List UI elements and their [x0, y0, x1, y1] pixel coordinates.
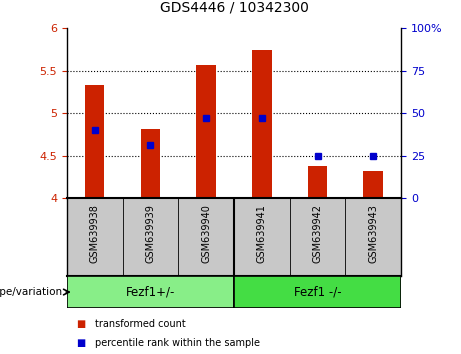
- Text: Fezf1 -/-: Fezf1 -/-: [294, 286, 341, 298]
- Text: ■: ■: [76, 338, 85, 348]
- Bar: [85, 85, 105, 198]
- Text: Fezf1+/-: Fezf1+/-: [126, 286, 175, 298]
- Text: GSM639938: GSM639938: [90, 205, 100, 263]
- Text: GSM639939: GSM639939: [145, 205, 155, 263]
- Bar: [67, 276, 234, 308]
- Bar: [141, 129, 160, 198]
- Bar: [234, 276, 401, 308]
- Bar: [252, 50, 272, 198]
- Text: transformed count: transformed count: [95, 319, 185, 329]
- Bar: [363, 171, 383, 198]
- Text: GSM639940: GSM639940: [201, 205, 211, 263]
- Text: GDS4446 / 10342300: GDS4446 / 10342300: [160, 0, 308, 14]
- Text: GSM639942: GSM639942: [313, 205, 323, 263]
- Bar: [196, 65, 216, 198]
- Text: ■: ■: [76, 319, 85, 329]
- Text: GSM639943: GSM639943: [368, 205, 378, 263]
- Bar: [308, 166, 327, 198]
- Text: GSM639941: GSM639941: [257, 205, 267, 263]
- Text: genotype/variation: genotype/variation: [0, 287, 62, 297]
- Text: percentile rank within the sample: percentile rank within the sample: [95, 338, 260, 348]
